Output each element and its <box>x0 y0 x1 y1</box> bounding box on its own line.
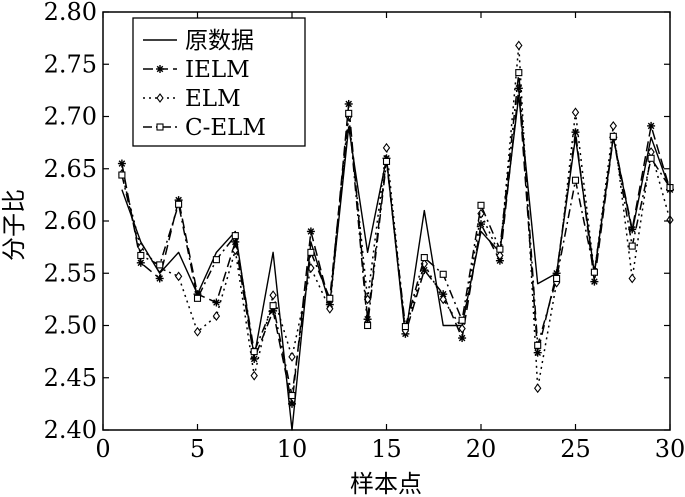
y-tick-label-5: 2.65 <box>44 155 97 183</box>
series-3-point-18 <box>439 270 447 278</box>
series-2-point-10 <box>288 351 296 362</box>
series-3-point-27 <box>609 132 617 140</box>
series-layer <box>117 40 674 431</box>
legend-label-3: C-ELM <box>185 115 266 141</box>
series-3-point-16 <box>401 322 409 331</box>
series-3-point-24 <box>553 274 561 283</box>
series-3 <box>118 69 674 400</box>
y-tick-label-1: 2.45 <box>44 364 97 392</box>
series-1-point-1 <box>117 159 126 168</box>
series-2-point-5 <box>193 326 202 337</box>
series-3-point-22 <box>515 69 523 77</box>
series-1-point-6 <box>212 298 221 307</box>
series-3-point-29 <box>647 154 655 162</box>
series-1-point-3 <box>155 274 164 283</box>
x-tick-label-30: 30 <box>655 435 685 463</box>
y-tick-label-0: 2.40 <box>44 416 97 444</box>
series-3-point-9 <box>269 302 277 310</box>
series-2-point-27 <box>609 120 617 131</box>
series-1-point-19 <box>458 334 467 343</box>
series-3-point-5 <box>193 294 202 302</box>
x-tick-label-15: 15 <box>371 435 402 463</box>
series-3-point-20 <box>477 201 485 209</box>
series-2-point-15 <box>382 142 391 153</box>
y-tick-label-6: 2.70 <box>44 103 97 131</box>
series-2-point-28 <box>628 273 636 284</box>
series-3-point-14 <box>364 321 372 330</box>
series-3-point-10 <box>288 391 296 400</box>
y-tick-label-3: 2.55 <box>44 259 97 287</box>
legend-marker-1 <box>156 65 164 73</box>
series-3-point-4 <box>175 200 183 208</box>
series-2-point-19 <box>458 323 466 334</box>
legend-marker-2 <box>156 93 164 103</box>
series-1-point-23 <box>533 348 542 357</box>
x-tick-label-20: 20 <box>466 435 497 463</box>
legend-marker-3 <box>156 123 164 131</box>
series-3-point-26 <box>590 268 598 276</box>
series-3-point-6 <box>212 256 220 264</box>
x-axis-label: 样本点 <box>350 470 422 497</box>
series-3-point-21 <box>496 245 504 253</box>
series-3-point-25 <box>571 176 580 184</box>
series-3-point-2 <box>137 251 145 260</box>
series-2-point-12 <box>326 303 334 314</box>
axes-layer: 0 5 10 15 20 25 30 2.40 2.45 2.50 2.55 2.60 2.65 2.70… <box>44 0 685 463</box>
series-3-point-3 <box>156 261 164 269</box>
series-3-point-17 <box>420 254 428 262</box>
series-2-point-8 <box>250 370 258 381</box>
series-2-point-21 <box>496 250 504 261</box>
series-1-point-26 <box>590 277 599 286</box>
x-tick-label-5: 5 <box>190 435 205 463</box>
y-tick-label-8: 2.80 <box>44 0 97 26</box>
series-2-point-18 <box>439 294 447 305</box>
series-1-point-2 <box>136 258 145 267</box>
legend: 原数据 IELM ELM C-ELM <box>132 17 306 147</box>
series-2-point-22 <box>515 40 523 51</box>
series-2-point-23 <box>534 383 542 394</box>
legend-label-2: ELM <box>185 86 241 112</box>
series-line-3 <box>121 71 671 397</box>
series-3-point-13 <box>345 109 353 117</box>
series-2-point-4 <box>174 271 183 282</box>
series-1-point-25 <box>571 128 580 137</box>
series-2-point-6 <box>212 311 221 322</box>
x-tick-label-0: 0 <box>95 435 110 463</box>
y-tick-label-4: 2.60 <box>44 207 97 235</box>
series-1-point-10 <box>288 399 296 408</box>
series-2-point-9 <box>269 290 277 301</box>
y-tick-label-7: 2.75 <box>44 50 97 78</box>
series-3-point-15 <box>382 157 391 165</box>
x-tick-label-10: 10 <box>277 435 308 463</box>
series-3-point-23 <box>534 341 542 349</box>
series-3-point-11 <box>307 248 315 256</box>
x-tick-label-25: 25 <box>560 435 591 463</box>
series-3-point-1 <box>118 171 126 179</box>
y-tick-label-2: 2.50 <box>44 312 97 340</box>
series-3-point-19 <box>458 316 466 324</box>
legend-label-0: 原数据 <box>185 28 254 54</box>
series-3-point-28 <box>628 242 636 250</box>
series-1-point-29 <box>647 121 656 130</box>
legend-label-1: IELM <box>185 57 250 83</box>
series-1-point-11 <box>306 227 315 236</box>
series-3-point-7 <box>231 232 239 240</box>
series-1-point-13 <box>344 99 353 108</box>
series-3-point-8 <box>250 348 258 356</box>
y-axis-label: 分子比 <box>0 189 28 261</box>
series-3-point-12 <box>326 294 334 302</box>
series-2-point-25 <box>571 107 580 118</box>
